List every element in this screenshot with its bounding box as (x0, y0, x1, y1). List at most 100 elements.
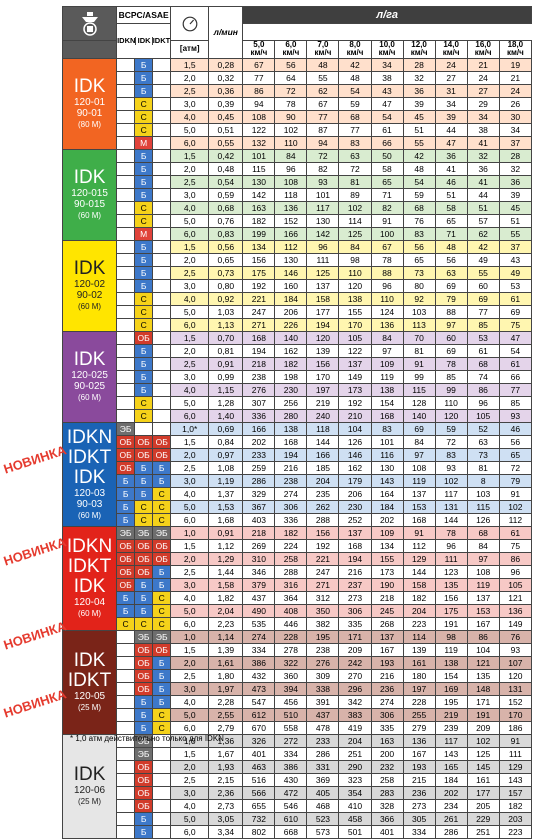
rate-value: 69 (402, 421, 436, 436)
rate-value: 94 (306, 135, 340, 150)
rate-value: 202 (370, 512, 404, 527)
droplet-class-idk: ЭБ (134, 746, 154, 761)
droplet-class-idkn (116, 408, 136, 423)
pressure-value: 4,0 (170, 798, 210, 813)
rate-value: 233 (242, 447, 276, 462)
droplet-class-idkt (152, 109, 172, 124)
nozzle-size: (60 M) (77, 609, 102, 619)
table-row: ОБ Б 2,0 1,61 386 322 276 242 193 161 138 121 107 (63, 655, 533, 670)
nozzle-name: IDKN (66, 536, 113, 558)
droplet-class-idk: ОБ (134, 798, 154, 813)
rate-value: 137 (338, 356, 372, 371)
pressure-value: 1,5 (170, 57, 210, 72)
rate-value: 74 (466, 369, 500, 384)
rate-value: 118 (274, 187, 308, 202)
rate-value: 334 (274, 746, 308, 761)
rate-value: 273 (338, 590, 372, 605)
droplet-class-idk: ОБ (134, 785, 154, 800)
speed-unit: км/ч (282, 48, 300, 58)
droplet-class-idkn (116, 798, 136, 813)
rate-value: 83 (402, 226, 436, 241)
rate-value: 230 (274, 382, 308, 397)
flow-value: 1,19 (208, 473, 244, 488)
rate-value: 98 (338, 252, 372, 267)
pressure-value: 6,0 (170, 720, 210, 735)
rate-value: 43 (370, 83, 404, 98)
pressure-unit: [атм] (170, 40, 210, 59)
pressure-value: 2,5 (170, 460, 210, 475)
rate-value: 51 (498, 213, 533, 228)
speed-value: 5,0 (253, 40, 265, 49)
rate-value: 326 (242, 733, 276, 748)
rate-value: 81 (338, 174, 372, 189)
droplet-class-idkt (152, 772, 172, 787)
rate-value: 115 (242, 161, 276, 176)
pressure-value: 4,0 (170, 200, 210, 215)
nozzle-header (61, 6, 118, 41)
flow-value: 0,97 (208, 447, 244, 462)
flow-value: 0,42 (208, 148, 244, 163)
nozzle-name: IDKT (67, 446, 112, 468)
rate-value: 245 (370, 603, 404, 618)
rate-value: 65 (498, 447, 533, 462)
rate-value: 56 (402, 239, 436, 254)
flow-value: 2,28 (208, 694, 244, 709)
rate-value: 102 (434, 473, 468, 488)
droplet-class-idk: С (134, 512, 154, 527)
table-row: С С С 6,0 2,23 535 446 382 335 268 223 191 167 149 (63, 616, 533, 631)
droplet-class-idkt (152, 304, 172, 319)
rate-value: 85 (498, 395, 533, 410)
droplet-class-idkn: ОБ (116, 460, 136, 475)
rate-value: 158 (306, 291, 340, 306)
rate-value: 53 (498, 278, 533, 293)
rate-value: 566 (242, 785, 276, 800)
rate-value: 91 (498, 733, 533, 748)
rate-value: 116 (370, 447, 404, 462)
rate-value: 510 (274, 707, 308, 722)
rate-value: 218 (242, 356, 276, 371)
rate-value: 258 (370, 772, 404, 787)
rate-value: 96 (466, 395, 500, 410)
droplet-class-idkt (152, 343, 172, 358)
rate-value: 76 (498, 629, 533, 644)
rate-value: 83 (338, 135, 372, 150)
rate-value: 61 (370, 122, 404, 137)
rate-value: 65 (434, 213, 468, 228)
rate-value: 72 (274, 83, 308, 98)
rate-value: 612 (242, 707, 276, 722)
droplet-class-idkn (116, 213, 136, 228)
table-row: С 5,0 1,28 307 256 219 192 154 128 110 96 85 (63, 395, 533, 410)
droplet-class-idkt (152, 57, 172, 72)
rate-value: 63 (434, 265, 468, 280)
rate-value: 171 (338, 629, 372, 644)
rate-value: 68 (402, 200, 436, 215)
rate-value: 286 (242, 473, 276, 488)
rate-value: 247 (242, 304, 276, 319)
rate-value: 182 (242, 213, 276, 228)
rate-value: 226 (274, 317, 308, 332)
rate-value: 236 (402, 785, 436, 800)
rate-value: 394 (274, 681, 308, 696)
pressure-value: 3,0 (170, 96, 210, 111)
rate-value: 72 (498, 460, 533, 475)
rate-value: 286 (306, 746, 340, 761)
droplet-class-idkn (116, 109, 136, 124)
droplet-class-idkt (152, 226, 172, 241)
rate-value: 546 (274, 798, 308, 813)
rate-value: 312 (306, 590, 340, 605)
rate-value: 268 (370, 616, 404, 631)
droplet-class-idkt: Б (152, 460, 172, 475)
flow-value: 0,32 (208, 70, 244, 85)
flow-value: 1,28 (208, 395, 244, 410)
droplet-class-idkt (152, 811, 172, 826)
flow-value: 1,97 (208, 681, 244, 696)
rate-value: 280 (274, 408, 308, 423)
nozzle-size: (60 M) (77, 393, 102, 403)
droplet-class-idkt (152, 382, 172, 397)
rate-value: 206 (338, 486, 372, 501)
rate-value: 73 (466, 447, 500, 462)
droplet-class-idk: Б (134, 252, 154, 267)
nozzle-icon (81, 11, 98, 36)
rate-value: 274 (274, 486, 308, 501)
droplet-class-idk: С (134, 291, 154, 306)
